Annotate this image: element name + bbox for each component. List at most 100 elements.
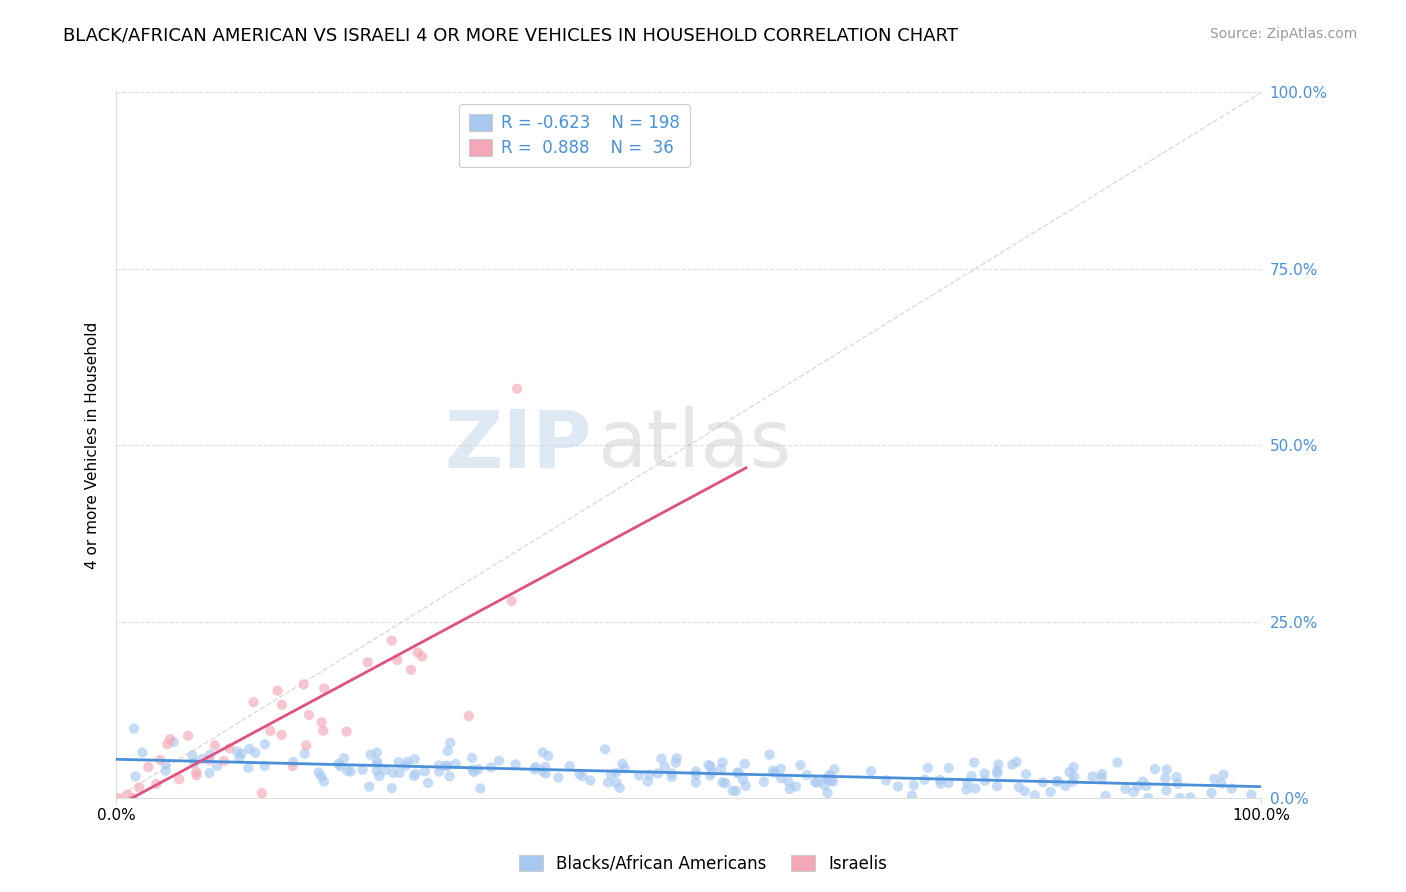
- Text: BLACK/AFRICAN AMERICAN VS ISRAELI 4 OR MORE VEHICLES IN HOUSEHOLD CORRELATION CH: BLACK/AFRICAN AMERICAN VS ISRAELI 4 OR M…: [63, 27, 959, 45]
- Point: [537, 748, 560, 763]
- Point: [938, 776, 960, 790]
- Point: [875, 773, 897, 788]
- Point: [155, 764, 177, 778]
- Point: [212, 754, 235, 768]
- Point: [814, 772, 837, 786]
- Point: [436, 744, 458, 758]
- Point: [638, 767, 661, 781]
- Point: [198, 766, 221, 780]
- Point: [205, 759, 228, 773]
- Point: [359, 780, 381, 794]
- Point: [752, 774, 775, 789]
- Point: [382, 766, 405, 780]
- Point: [295, 739, 318, 753]
- Point: [191, 752, 214, 766]
- Point: [963, 756, 986, 770]
- Point: [1126, 779, 1149, 793]
- Point: [329, 759, 352, 773]
- Point: [685, 775, 707, 789]
- Y-axis label: 4 or more Vehicles in Household: 4 or more Vehicles in Household: [86, 322, 100, 569]
- Point: [336, 764, 359, 778]
- Point: [270, 698, 292, 712]
- Point: [711, 756, 734, 770]
- Point: [314, 681, 336, 696]
- Point: [1091, 767, 1114, 781]
- Point: [1005, 755, 1028, 769]
- Point: [335, 724, 357, 739]
- Point: [724, 784, 747, 798]
- Point: [558, 759, 581, 773]
- Point: [413, 764, 436, 779]
- Point: [311, 715, 333, 730]
- Point: [444, 756, 467, 771]
- Point: [457, 709, 479, 723]
- Point: [388, 765, 411, 780]
- Point: [467, 762, 489, 776]
- Point: [470, 781, 492, 796]
- Point: [149, 753, 172, 767]
- Point: [124, 769, 146, 783]
- Point: [366, 757, 388, 772]
- Point: [366, 745, 388, 759]
- Point: [439, 769, 461, 783]
- Point: [1014, 784, 1036, 798]
- Text: atlas: atlas: [598, 406, 792, 484]
- Point: [436, 759, 458, 773]
- Point: [702, 765, 724, 780]
- Point: [1212, 768, 1234, 782]
- Point: [228, 750, 250, 764]
- Point: [427, 758, 450, 772]
- Point: [1062, 760, 1084, 774]
- Point: [929, 776, 952, 790]
- Point: [1107, 756, 1129, 770]
- Point: [685, 764, 707, 779]
- Point: [138, 760, 160, 774]
- Point: [250, 786, 273, 800]
- Point: [813, 778, 835, 792]
- Point: [461, 751, 484, 765]
- Point: [1046, 774, 1069, 789]
- Point: [488, 754, 510, 768]
- Point: [177, 729, 200, 743]
- Point: [218, 741, 240, 756]
- Point: [1090, 771, 1112, 785]
- Point: [501, 594, 523, 608]
- Point: [1054, 779, 1077, 793]
- Point: [647, 766, 669, 780]
- Point: [200, 747, 222, 762]
- Point: [1045, 774, 1067, 789]
- Point: [131, 746, 153, 760]
- Point: [1156, 763, 1178, 777]
- Point: [956, 775, 979, 789]
- Point: [427, 764, 450, 779]
- Point: [600, 767, 623, 781]
- Point: [145, 777, 167, 791]
- Point: [593, 742, 616, 756]
- Text: Source: ZipAtlas.com: Source: ZipAtlas.com: [1209, 27, 1357, 41]
- Point: [547, 771, 569, 785]
- Point: [531, 745, 554, 759]
- Point: [1062, 774, 1084, 789]
- Point: [987, 757, 1010, 772]
- Point: [312, 774, 335, 789]
- Point: [699, 759, 721, 773]
- Point: [973, 766, 995, 780]
- Point: [917, 761, 939, 775]
- Point: [823, 762, 845, 776]
- Point: [1059, 765, 1081, 780]
- Point: [779, 782, 801, 797]
- Point: [598, 775, 620, 789]
- Point: [181, 748, 204, 763]
- Point: [769, 762, 792, 776]
- Point: [986, 766, 1008, 780]
- Point: [292, 677, 315, 691]
- Point: [242, 695, 264, 709]
- Point: [399, 663, 422, 677]
- Point: [613, 761, 636, 775]
- Point: [167, 772, 190, 787]
- Point: [404, 752, 426, 766]
- Point: [1122, 785, 1144, 799]
- Point: [887, 780, 910, 794]
- Point: [405, 766, 427, 780]
- Point: [186, 764, 208, 779]
